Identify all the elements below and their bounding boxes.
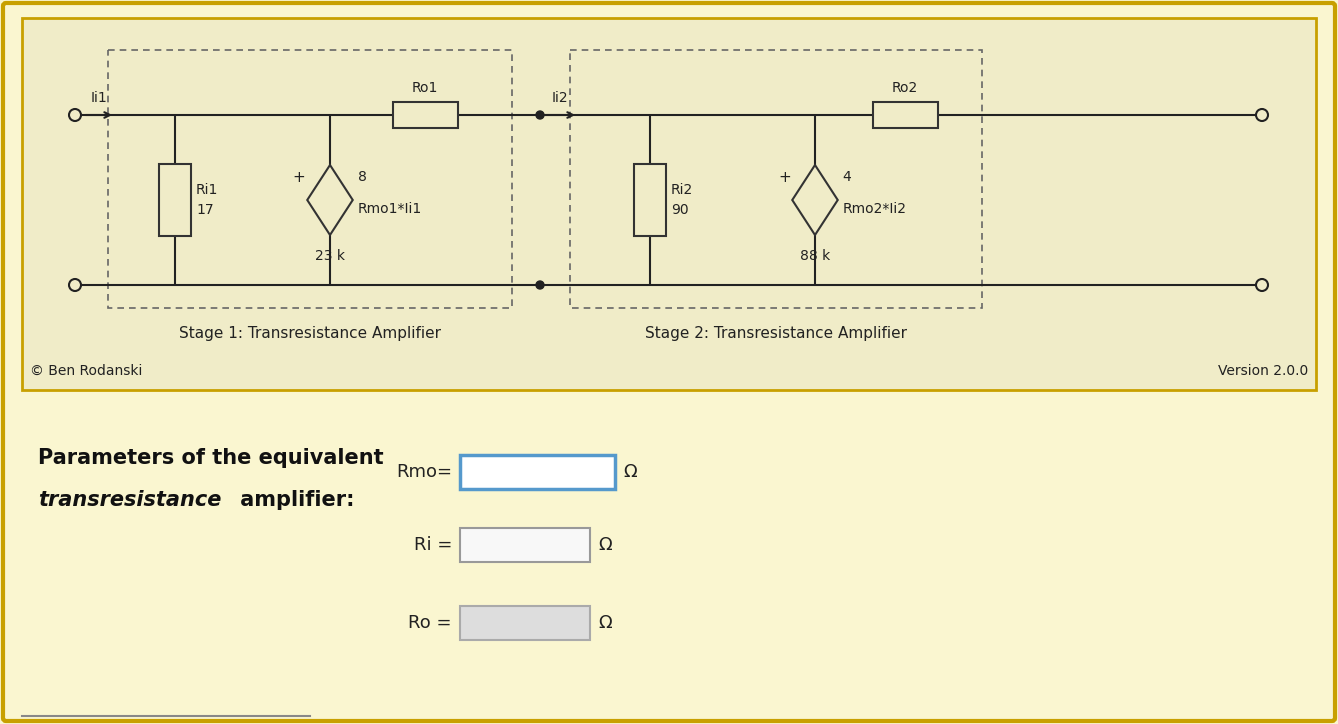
Text: 90: 90 <box>670 203 689 217</box>
Bar <box>108 50 512 308</box>
Text: Stage 2: Transresistance Amplifier: Stage 2: Transresistance Amplifier <box>645 326 907 341</box>
Bar <box>570 50 982 308</box>
Bar <box>872 102 938 128</box>
Bar <box>392 102 458 128</box>
Text: 4: 4 <box>843 170 851 184</box>
Polygon shape <box>308 165 353 235</box>
Text: Ro2: Ro2 <box>892 81 918 95</box>
Text: 88 k: 88 k <box>800 249 830 263</box>
Text: Ro1: Ro1 <box>412 81 438 95</box>
Text: Version 2.0.0: Version 2.0.0 <box>1218 364 1309 378</box>
Bar <box>159 164 191 236</box>
Text: Ω: Ω <box>598 536 611 554</box>
Bar <box>634 164 666 236</box>
Text: © Ben Rodanski: © Ben Rodanski <box>29 364 142 378</box>
Text: Rmo1*Ii1: Rmo1*Ii1 <box>357 202 421 216</box>
Circle shape <box>70 279 82 291</box>
Text: 8: 8 <box>357 170 367 184</box>
Text: amplifier:: amplifier: <box>233 490 355 510</box>
Text: Rmo2*Ii2: Rmo2*Ii2 <box>843 202 907 216</box>
Text: Stage 1: Transresistance Amplifier: Stage 1: Transresistance Amplifier <box>179 326 442 341</box>
FancyBboxPatch shape <box>460 455 615 489</box>
Text: 17: 17 <box>195 203 214 217</box>
Circle shape <box>537 281 545 289</box>
Text: 23 k: 23 k <box>314 249 345 263</box>
Text: Ro =: Ro = <box>408 614 452 632</box>
Text: Ri =: Ri = <box>413 536 452 554</box>
Text: transresistance: transresistance <box>37 490 221 510</box>
Text: Ri2: Ri2 <box>670 183 693 197</box>
FancyBboxPatch shape <box>3 3 1335 721</box>
FancyBboxPatch shape <box>460 606 590 640</box>
Circle shape <box>1256 279 1268 291</box>
Text: Ii1: Ii1 <box>91 91 107 105</box>
Polygon shape <box>792 165 838 235</box>
Circle shape <box>537 111 545 119</box>
Text: Ω: Ω <box>624 463 637 481</box>
Text: +: + <box>777 170 791 185</box>
Bar <box>21 18 1317 390</box>
FancyBboxPatch shape <box>460 528 590 562</box>
Circle shape <box>1256 109 1268 121</box>
Text: Parameters of the equivalent: Parameters of the equivalent <box>37 448 384 468</box>
Text: Rmo=: Rmo= <box>396 463 452 481</box>
Text: Ω: Ω <box>598 614 611 632</box>
Text: Ri1: Ri1 <box>195 183 218 197</box>
Text: Ii2: Ii2 <box>551 91 569 105</box>
Circle shape <box>70 109 82 121</box>
Text: +: + <box>293 170 305 185</box>
